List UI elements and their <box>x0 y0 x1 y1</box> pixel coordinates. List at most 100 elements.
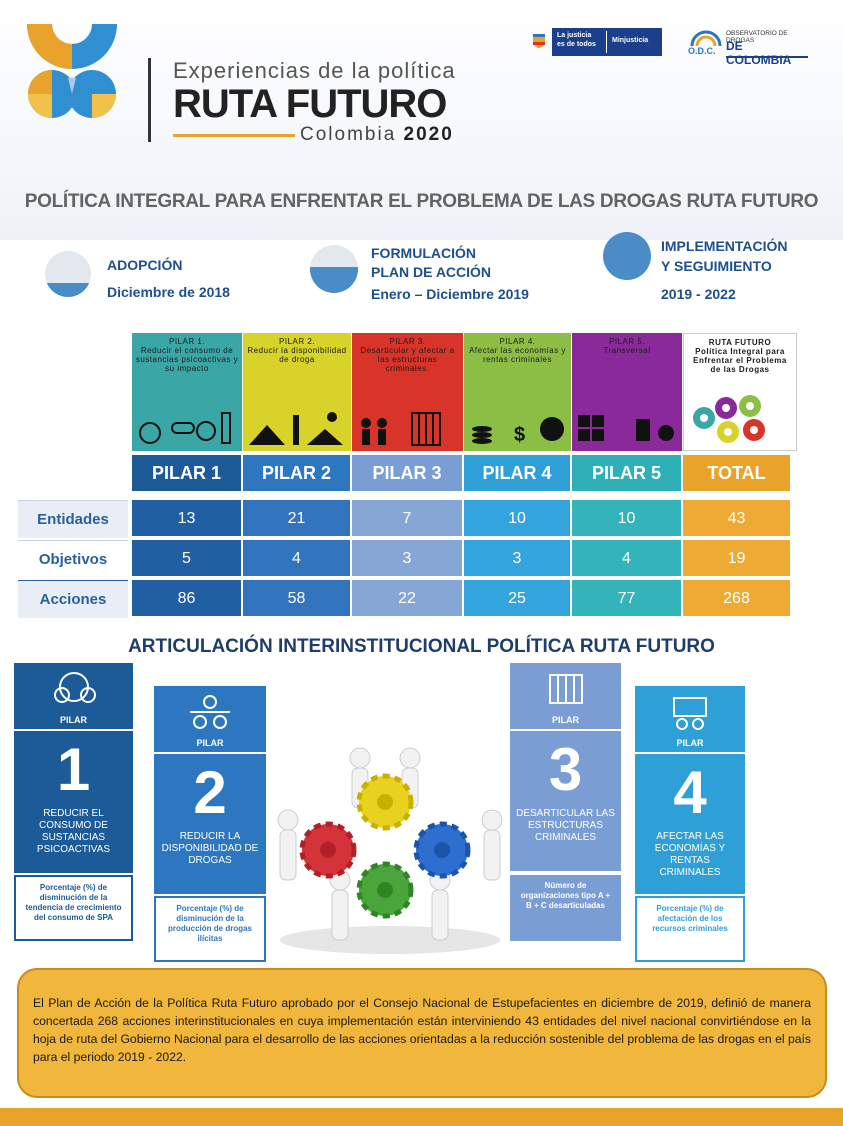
header-country-year: Colombia 2020 <box>300 124 454 146</box>
table-row-label: Entidades <box>18 500 128 538</box>
table-cell: 43 <box>683 500 790 538</box>
pillar-head: PILAR <box>14 663 133 729</box>
phase-implementacion-label1: IMPLEMENTACIÓN <box>661 238 788 254</box>
transversal-icons <box>578 415 674 441</box>
bottom-bar <box>0 1108 843 1126</box>
pillar-indicator: Número de organizaciones tipo A + B + C … <box>510 873 621 941</box>
header-country: Colombia <box>300 124 397 145</box>
pillar-card-text: Reducir la disponibilidad de droga <box>247 346 347 364</box>
gov-line2: es de todos <box>557 41 596 48</box>
crime-icons <box>361 412 441 446</box>
pillar-body: 1 REDUCIR EL CONSUMO DE SUSTANCIAS PSICOA… <box>14 731 133 873</box>
prison-icon <box>548 674 583 704</box>
pillar-card-text: Política Integral para Enfrentar el Prob… <box>693 347 787 374</box>
pillar-card-title: PILAR 5. <box>608 337 645 346</box>
phase-formulacion-date: Enero – Diciembre 2019 <box>371 286 529 302</box>
header-year: 2020 <box>403 124 454 145</box>
table-cell: 58 <box>243 580 350 618</box>
ruta-futuro-logo <box>27 24 117 118</box>
crops-icons <box>249 412 343 445</box>
table-cell: 7 <box>352 500 462 538</box>
pillar-head: PILAR <box>635 686 745 752</box>
pillar-body: 3 DESARTICULAR LAS ESTRUCTURAS CRIMINALES <box>510 731 621 871</box>
table-header-2: PILAR 2 <box>243 455 350 491</box>
phase-adopcion-gauge <box>45 251 91 297</box>
plant-cutter-icon <box>190 695 230 729</box>
table-cell: 86 <box>132 580 241 618</box>
pillar-desc: AFECTAR LAS ECONOMÍAS Y RENTAS CRIMINALE… <box>654 831 726 878</box>
pillar-card-3: PILAR 3. Desarticular y afectar a las est… <box>352 333 463 451</box>
pillar-indicator: Porcentaje (%) de disminución de la prod… <box>154 896 266 962</box>
pillar-card-title: PILAR 4. <box>499 337 536 346</box>
pillar-card-title: PILAR 2. <box>278 337 315 346</box>
pillar-card-title: RUTA FUTURO <box>708 338 772 347</box>
pillar-card-text: Reducir el consumo de sustancias psicoac… <box>135 346 239 373</box>
svg-text:$: $ <box>514 424 525 446</box>
pillar-card-5: PILAR 5. Transversal <box>572 333 682 451</box>
pillar-card-4: PILAR 4. Afectar las economías y rentas c… <box>464 333 571 451</box>
pillar-desc: DESARTICULAR LAS ESTRUCTURAS CRIMINALES <box>516 808 615 843</box>
green-gear <box>356 861 414 919</box>
pillar-card-text: Afectar las economías y rentas criminale… <box>469 346 566 364</box>
odc-emblem-icon <box>690 30 722 47</box>
table-header-4: PILAR 4 <box>464 455 570 491</box>
table-header-3: PILAR 3 <box>352 455 462 491</box>
table-cell: 22 <box>352 580 462 618</box>
money-icons: $ <box>472 417 564 446</box>
header-subtitle: Experiencias de la política <box>173 58 456 83</box>
table-cell: 19 <box>683 540 790 578</box>
header-band <box>0 0 843 240</box>
table-cell: 3 <box>352 540 462 578</box>
table-cell: 21 <box>243 500 350 538</box>
table-cell: 3 <box>464 540 570 578</box>
odc-logo: O.D.C. OBSERVATORIO DE DROGAS DE COLOMBI… <box>688 26 808 67</box>
pillar-card-text: Desarticular y afectar a las estructuras… <box>360 346 455 373</box>
table-cell: 4 <box>572 540 681 578</box>
table-header-5: PILAR 5 <box>572 455 681 491</box>
coat-of-arms-icon <box>533 34 545 48</box>
pillar-head-label: PILAR <box>60 715 87 725</box>
table-cell: 77 <box>572 580 681 618</box>
table-cell: 10 <box>464 500 570 538</box>
main-title: POLÍTICA INTEGRAL PARA ENFRENTAR EL PROB… <box>24 191 819 212</box>
pillar-head: PILAR <box>510 663 621 729</box>
pillar-number: 2 <box>193 759 227 826</box>
figure-group <box>277 747 503 941</box>
table-row-label: Acciones <box>18 580 128 618</box>
red-gear <box>299 821 357 879</box>
teamwork-gears-illustration <box>277 747 503 954</box>
cut-money-icon <box>673 697 707 730</box>
section2-title: ARTICULACIÓN INTERINSTITUCIONAL POLÍTICA… <box>128 636 715 657</box>
pillar-head-label: PILAR <box>552 715 579 725</box>
pillar-desc: REDUCIR LA DISPONIBILIDAD DE DROGAS <box>161 831 259 866</box>
pillar-card-title: PILAR 3. <box>389 337 426 346</box>
odc-line2: DE COLOMBIA <box>726 39 792 67</box>
pillar-card-2: PILAR 2. Reducir la disponibilidad de dro… <box>243 333 351 451</box>
pillar-card-1: PILAR 1. Reducir el consumo de sustancias… <box>132 333 242 451</box>
pillar-number: 4 <box>673 759 707 826</box>
table-cell: 13 <box>132 500 241 538</box>
pillar-head-label: PILAR <box>676 738 704 748</box>
pillar-desc: REDUCIR EL CONSUMO DE SUSTANCIAS PSICOAC… <box>36 808 111 855</box>
header-accent-line <box>173 134 295 137</box>
table-cell: 4 <box>243 540 350 578</box>
blue-gear <box>413 821 471 879</box>
header-title: RUTA FUTURO <box>173 82 447 126</box>
pillar-number: 1 <box>56 736 91 803</box>
gov-ministry: Minjusticia <box>612 37 649 44</box>
pillar-indicator: Porcentaje (%) de disminución de la tend… <box>14 875 133 941</box>
table-cell: 5 <box>132 540 241 578</box>
pillar-card-title: PILAR 1. <box>168 337 205 346</box>
phase-formulacion-label2: PLAN DE ACCIÓN <box>371 264 492 280</box>
phase-formulacion-label1: FORMULACIÓN <box>371 245 476 261</box>
phase-adopcion-label: ADOPCIÓN <box>107 257 183 273</box>
yellow-gear <box>356 773 414 831</box>
odc-line1: OBSERVATORIO DE DROGAS <box>726 30 788 44</box>
consumption-icon <box>53 672 96 703</box>
pillar-number: 3 <box>548 736 583 803</box>
phase-adopcion-date: Diciembre de 2018 <box>107 284 230 300</box>
pillar-body: 4 AFECTAR LAS ECONOMÍAS Y RENTAS CRIMINAL… <box>635 754 745 894</box>
table-header-1: PILAR 1 <box>132 455 241 491</box>
table-row-label: Objetivos <box>18 540 128 578</box>
phase-implementacion-date: 2019 - 2022 <box>661 286 736 302</box>
